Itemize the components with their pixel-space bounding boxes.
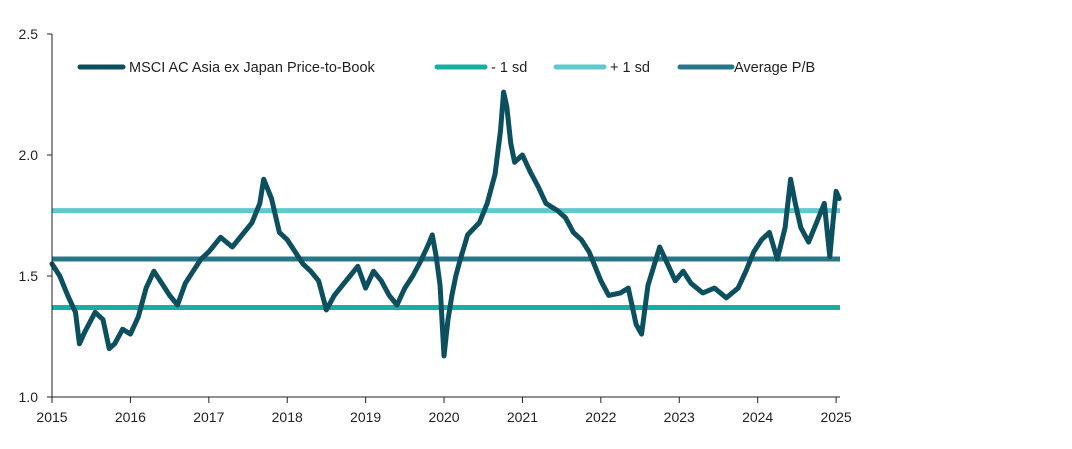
x-tick-label: 2018 — [272, 409, 303, 425]
legend: MSCI AC Asia ex Japan Price-to-Book - 1 s… — [77, 60, 815, 76]
legend-label: - 1 sd — [491, 60, 527, 76]
x-tick-label: 2015 — [36, 409, 67, 425]
price-to-book-series — [49, 89, 842, 359]
x-tick-label: 2024 — [742, 409, 773, 425]
x-axis-ticks: 2015 2016 2017 2018 2019 2020 2021 2022 2023 2024… — [36, 397, 852, 425]
legend-label: MSCI AC Asia ex Japan Price-to-Book — [129, 60, 376, 76]
x-tick-label: 2017 — [193, 409, 224, 425]
x-tick-label: 2022 — [585, 409, 616, 425]
y-tick-label: 1.5 — [19, 268, 39, 284]
reference-lines — [52, 208, 840, 310]
x-tick-label: 2020 — [428, 409, 459, 425]
axes — [51, 34, 840, 398]
x-tick-label: 2023 — [664, 409, 695, 425]
price-to-book-line — [49, 89, 842, 359]
x-tick-label: 2016 — [115, 409, 146, 425]
x-tick-label: 2025 — [821, 409, 852, 425]
x-tick-label: 2021 — [507, 409, 538, 425]
y-axis-ticks: 1.0 1.5 2.0 2.5 — [19, 26, 52, 405]
legend-label: + 1 sd — [610, 60, 650, 76]
x-tick-label: 2019 — [350, 409, 381, 425]
y-tick-label: 1.0 — [19, 389, 39, 405]
legend-label: Average P/B — [734, 60, 815, 76]
y-tick-label: 2.0 — [19, 147, 39, 163]
y-tick-label: 2.5 — [19, 26, 39, 42]
